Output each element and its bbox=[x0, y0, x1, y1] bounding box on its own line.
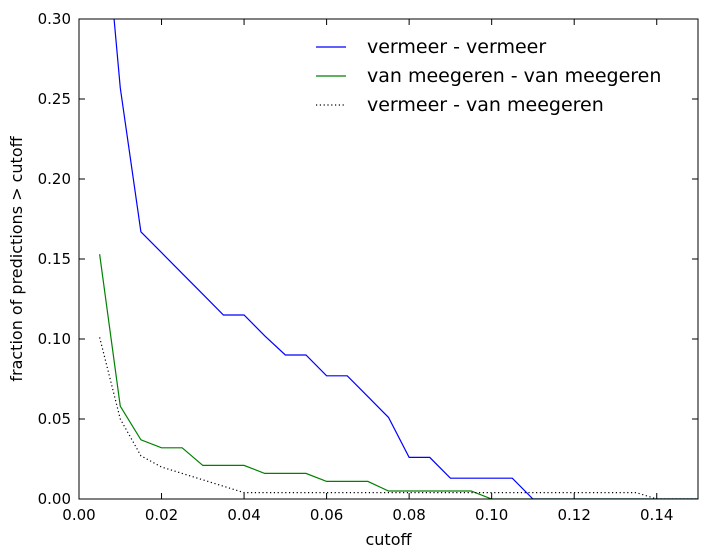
series-line-2 bbox=[99, 254, 698, 499]
y-tick-label: 0.20 bbox=[38, 170, 71, 188]
y-tick-label: 0.30 bbox=[38, 10, 71, 28]
y-axis-label: fraction of predictions > cutoff bbox=[7, 135, 26, 381]
plot-border bbox=[78, 18, 699, 500]
legend: vermeer - vermeer van meegeren - van meeg… bbox=[316, 36, 661, 116]
x-tick-label: 0.10 bbox=[475, 506, 508, 524]
series-layer bbox=[99, 19, 698, 499]
x-tick-label: 0.00 bbox=[62, 506, 95, 524]
legend-label-1: vermeer - vermeer bbox=[367, 36, 546, 58]
ticks-layer: 0.00 0.02 0.04 0.06 0.08 0.10 0.12 0.14 0.00 0.05… bbox=[38, 10, 698, 524]
x-tick-label: 0.14 bbox=[640, 506, 673, 524]
legend-label-2: van meegeren - van meegeren bbox=[367, 65, 661, 87]
series-line-1 bbox=[113, 19, 698, 499]
y-tick-label: 0.05 bbox=[38, 410, 71, 428]
x-tick-label: 0.12 bbox=[557, 506, 590, 524]
legend-label-3: vermeer - van meegeren bbox=[367, 94, 604, 116]
y-tick-label: 0.00 bbox=[38, 490, 71, 508]
x-tick-label: 0.08 bbox=[392, 506, 425, 524]
y-tick-label: 0.10 bbox=[38, 330, 71, 348]
x-tick-label: 0.02 bbox=[145, 506, 178, 524]
plot-area bbox=[79, 19, 698, 499]
x-axis-label: cutoff bbox=[365, 530, 412, 549]
y-tick-label: 0.15 bbox=[38, 250, 71, 268]
y-tick-label: 0.25 bbox=[38, 90, 71, 108]
x-tick-label: 0.06 bbox=[310, 506, 343, 524]
x-tick-label: 0.04 bbox=[227, 506, 260, 524]
